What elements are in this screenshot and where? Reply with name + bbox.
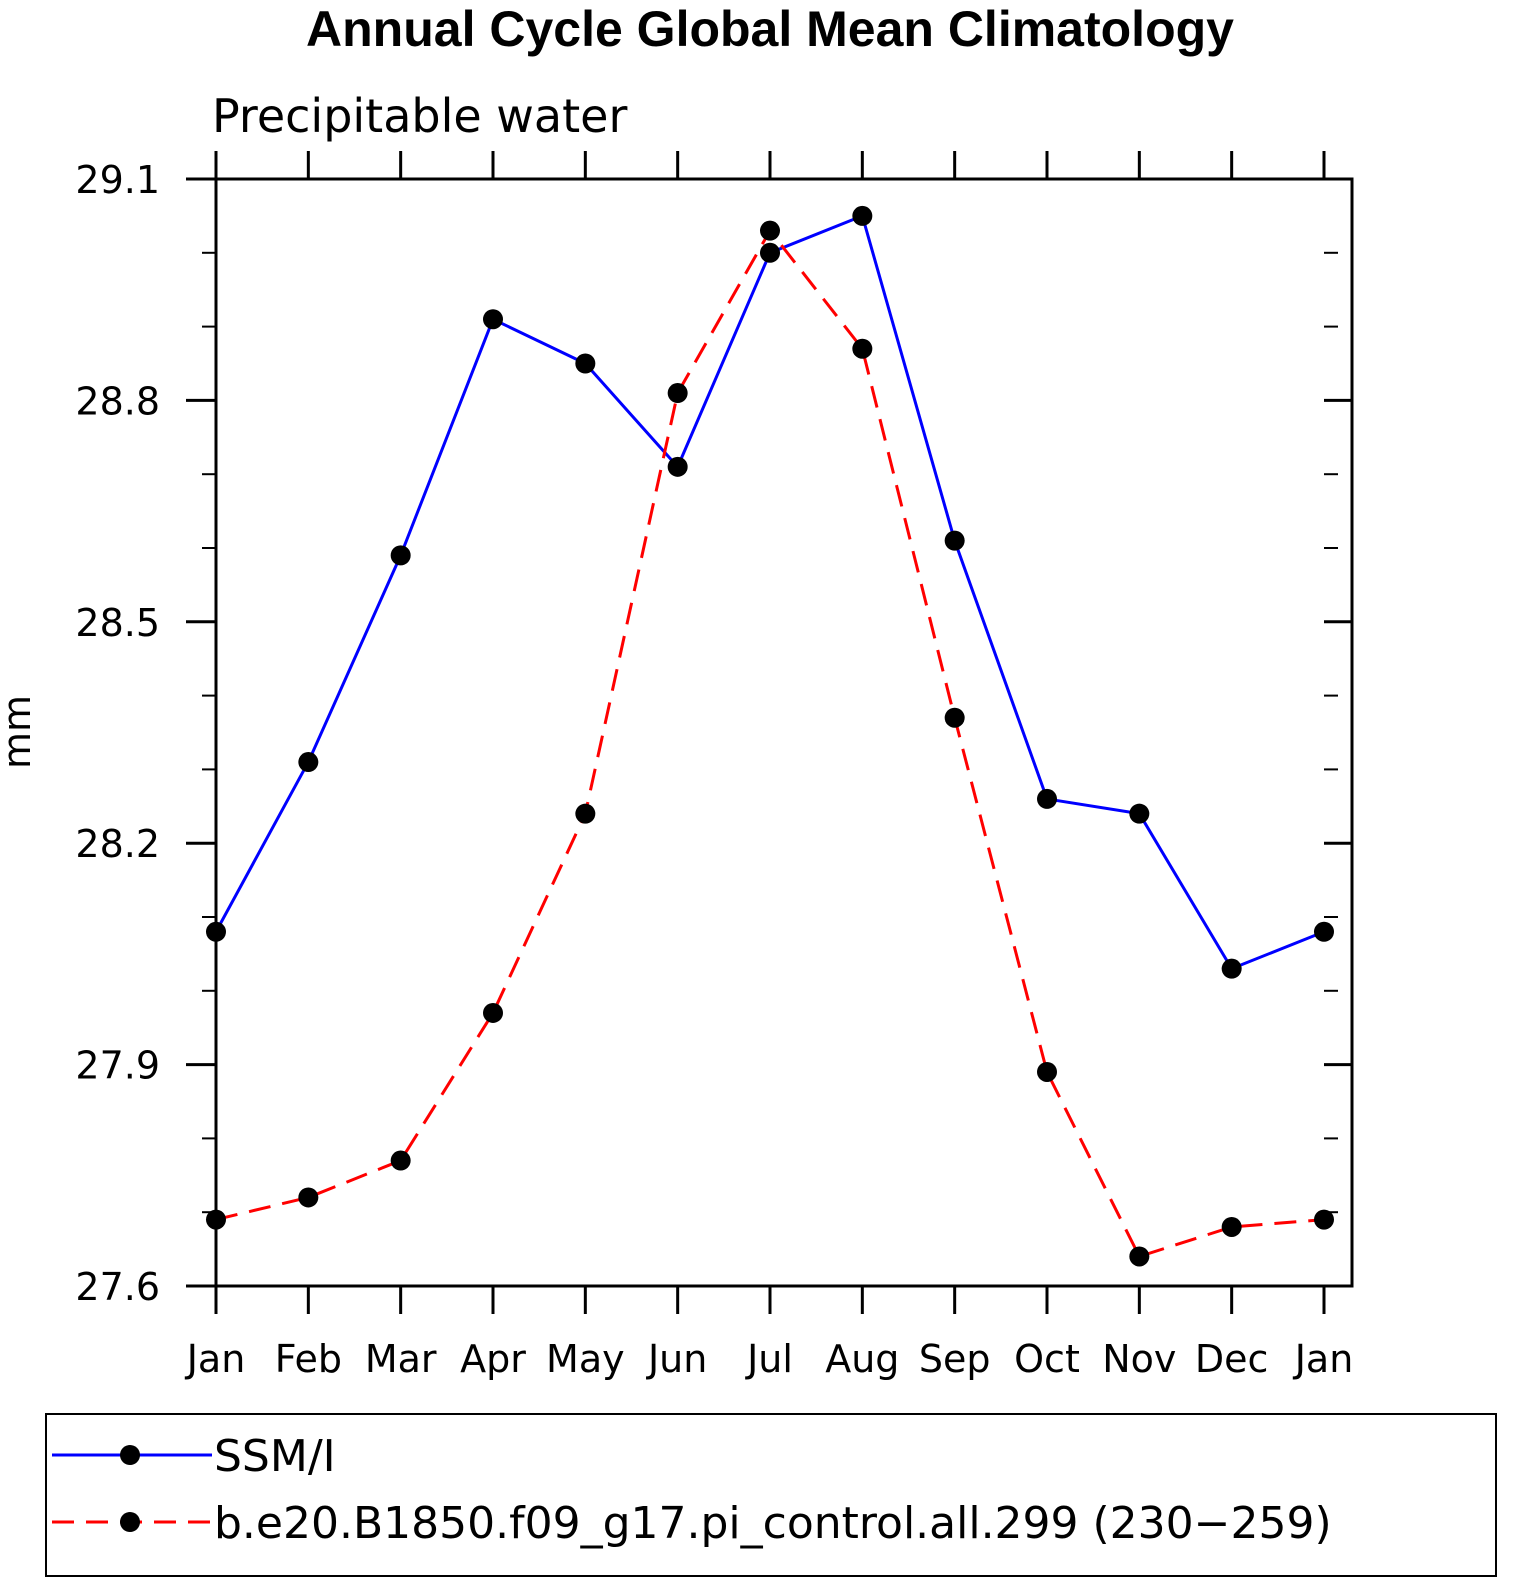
- legend-label-1: b.e20.B1850.f09_g17.pi_control.all.299 (…: [214, 1498, 1332, 1549]
- y-tick-label: 27.6: [75, 1265, 160, 1309]
- chart-title: Annual Cycle Global Mean Climatology: [306, 1, 1234, 57]
- series-line-0: [214, 213, 1325, 971]
- x-tick-label: Apr: [460, 1337, 526, 1381]
- axis-ticks: 27.6 27.9 28.2 28.5 28.8 29.1 Jan Feb Mar Apr May J…: [75, 151, 1353, 1381]
- data-point-series-1: [852, 338, 873, 359]
- x-tick-label: Aug: [825, 1337, 899, 1381]
- x-tick-label: Sep: [919, 1337, 991, 1381]
- y-tick-label: 27.9: [75, 1044, 160, 1088]
- y-tick-label: 28.8: [75, 379, 160, 423]
- data-point-series-1: [390, 1150, 411, 1171]
- series-group: [206, 205, 1334, 1267]
- x-tick-label: Dec: [1195, 1337, 1269, 1381]
- x-tick-label: Feb: [275, 1337, 342, 1381]
- x-tick-label: Nov: [1102, 1337, 1176, 1381]
- legend: SSM/I b.e20.B1850.f09_g17.pi_control.all.…: [52, 1431, 1332, 1549]
- y-tick-label: 29.1: [75, 158, 160, 202]
- x-tick-label: Jul: [745, 1337, 793, 1381]
- data-point-series-0: [1221, 958, 1242, 979]
- x-tick-label: Oct: [1014, 1337, 1080, 1381]
- x-tick-label: Jan: [1293, 1337, 1354, 1381]
- data-point-series-1: [206, 1209, 226, 1230]
- x-tick-label: Jun: [646, 1337, 707, 1381]
- data-point-series-0: [852, 205, 873, 226]
- data-point-series-1: [760, 220, 780, 241]
- legend-box: [45, 1413, 1497, 1577]
- data-point-series-1: [483, 1002, 503, 1023]
- data-point-series-1: [1037, 1061, 1057, 1082]
- legend-marker-1: [120, 1512, 140, 1532]
- data-point-series-1: [1314, 1209, 1334, 1230]
- x-tick-label: Mar: [365, 1337, 437, 1381]
- data-point-series-0: [1037, 788, 1057, 809]
- series-line-1: [215, 227, 1325, 1259]
- data-point-series-0: [390, 545, 411, 566]
- data-point-series-1: [1129, 1246, 1150, 1267]
- x-tick-label: May: [546, 1337, 625, 1381]
- data-point-series-0: [944, 530, 965, 551]
- data-point-series-1: [298, 1187, 319, 1208]
- data-point-series-0: [206, 921, 226, 942]
- data-point-series-0: [667, 456, 688, 477]
- plot-frame: [214, 177, 1354, 1288]
- y-tick-label: 28.5: [75, 601, 160, 645]
- legend-marker-0: [120, 1445, 140, 1465]
- legend-label-0: SSM/I: [214, 1431, 336, 1482]
- y-axis-label: mm: [0, 695, 39, 769]
- data-point-series-0: [575, 353, 596, 374]
- data-point-series-1: [575, 803, 596, 824]
- data-point-series-0: [483, 309, 503, 330]
- data-point-series-1: [667, 383, 688, 404]
- chart-subtitle: Precipitable water: [212, 89, 627, 143]
- data-point-series-0: [760, 242, 780, 263]
- x-tick-label: Jan: [185, 1337, 246, 1381]
- data-point-series-0: [1129, 803, 1150, 824]
- data-point-series-1: [944, 707, 965, 728]
- y-tick-label: 28.2: [75, 822, 160, 866]
- data-point-series-1: [1221, 1216, 1242, 1237]
- data-point-series-0: [298, 752, 319, 773]
- data-point-series-0: [1314, 921, 1334, 942]
